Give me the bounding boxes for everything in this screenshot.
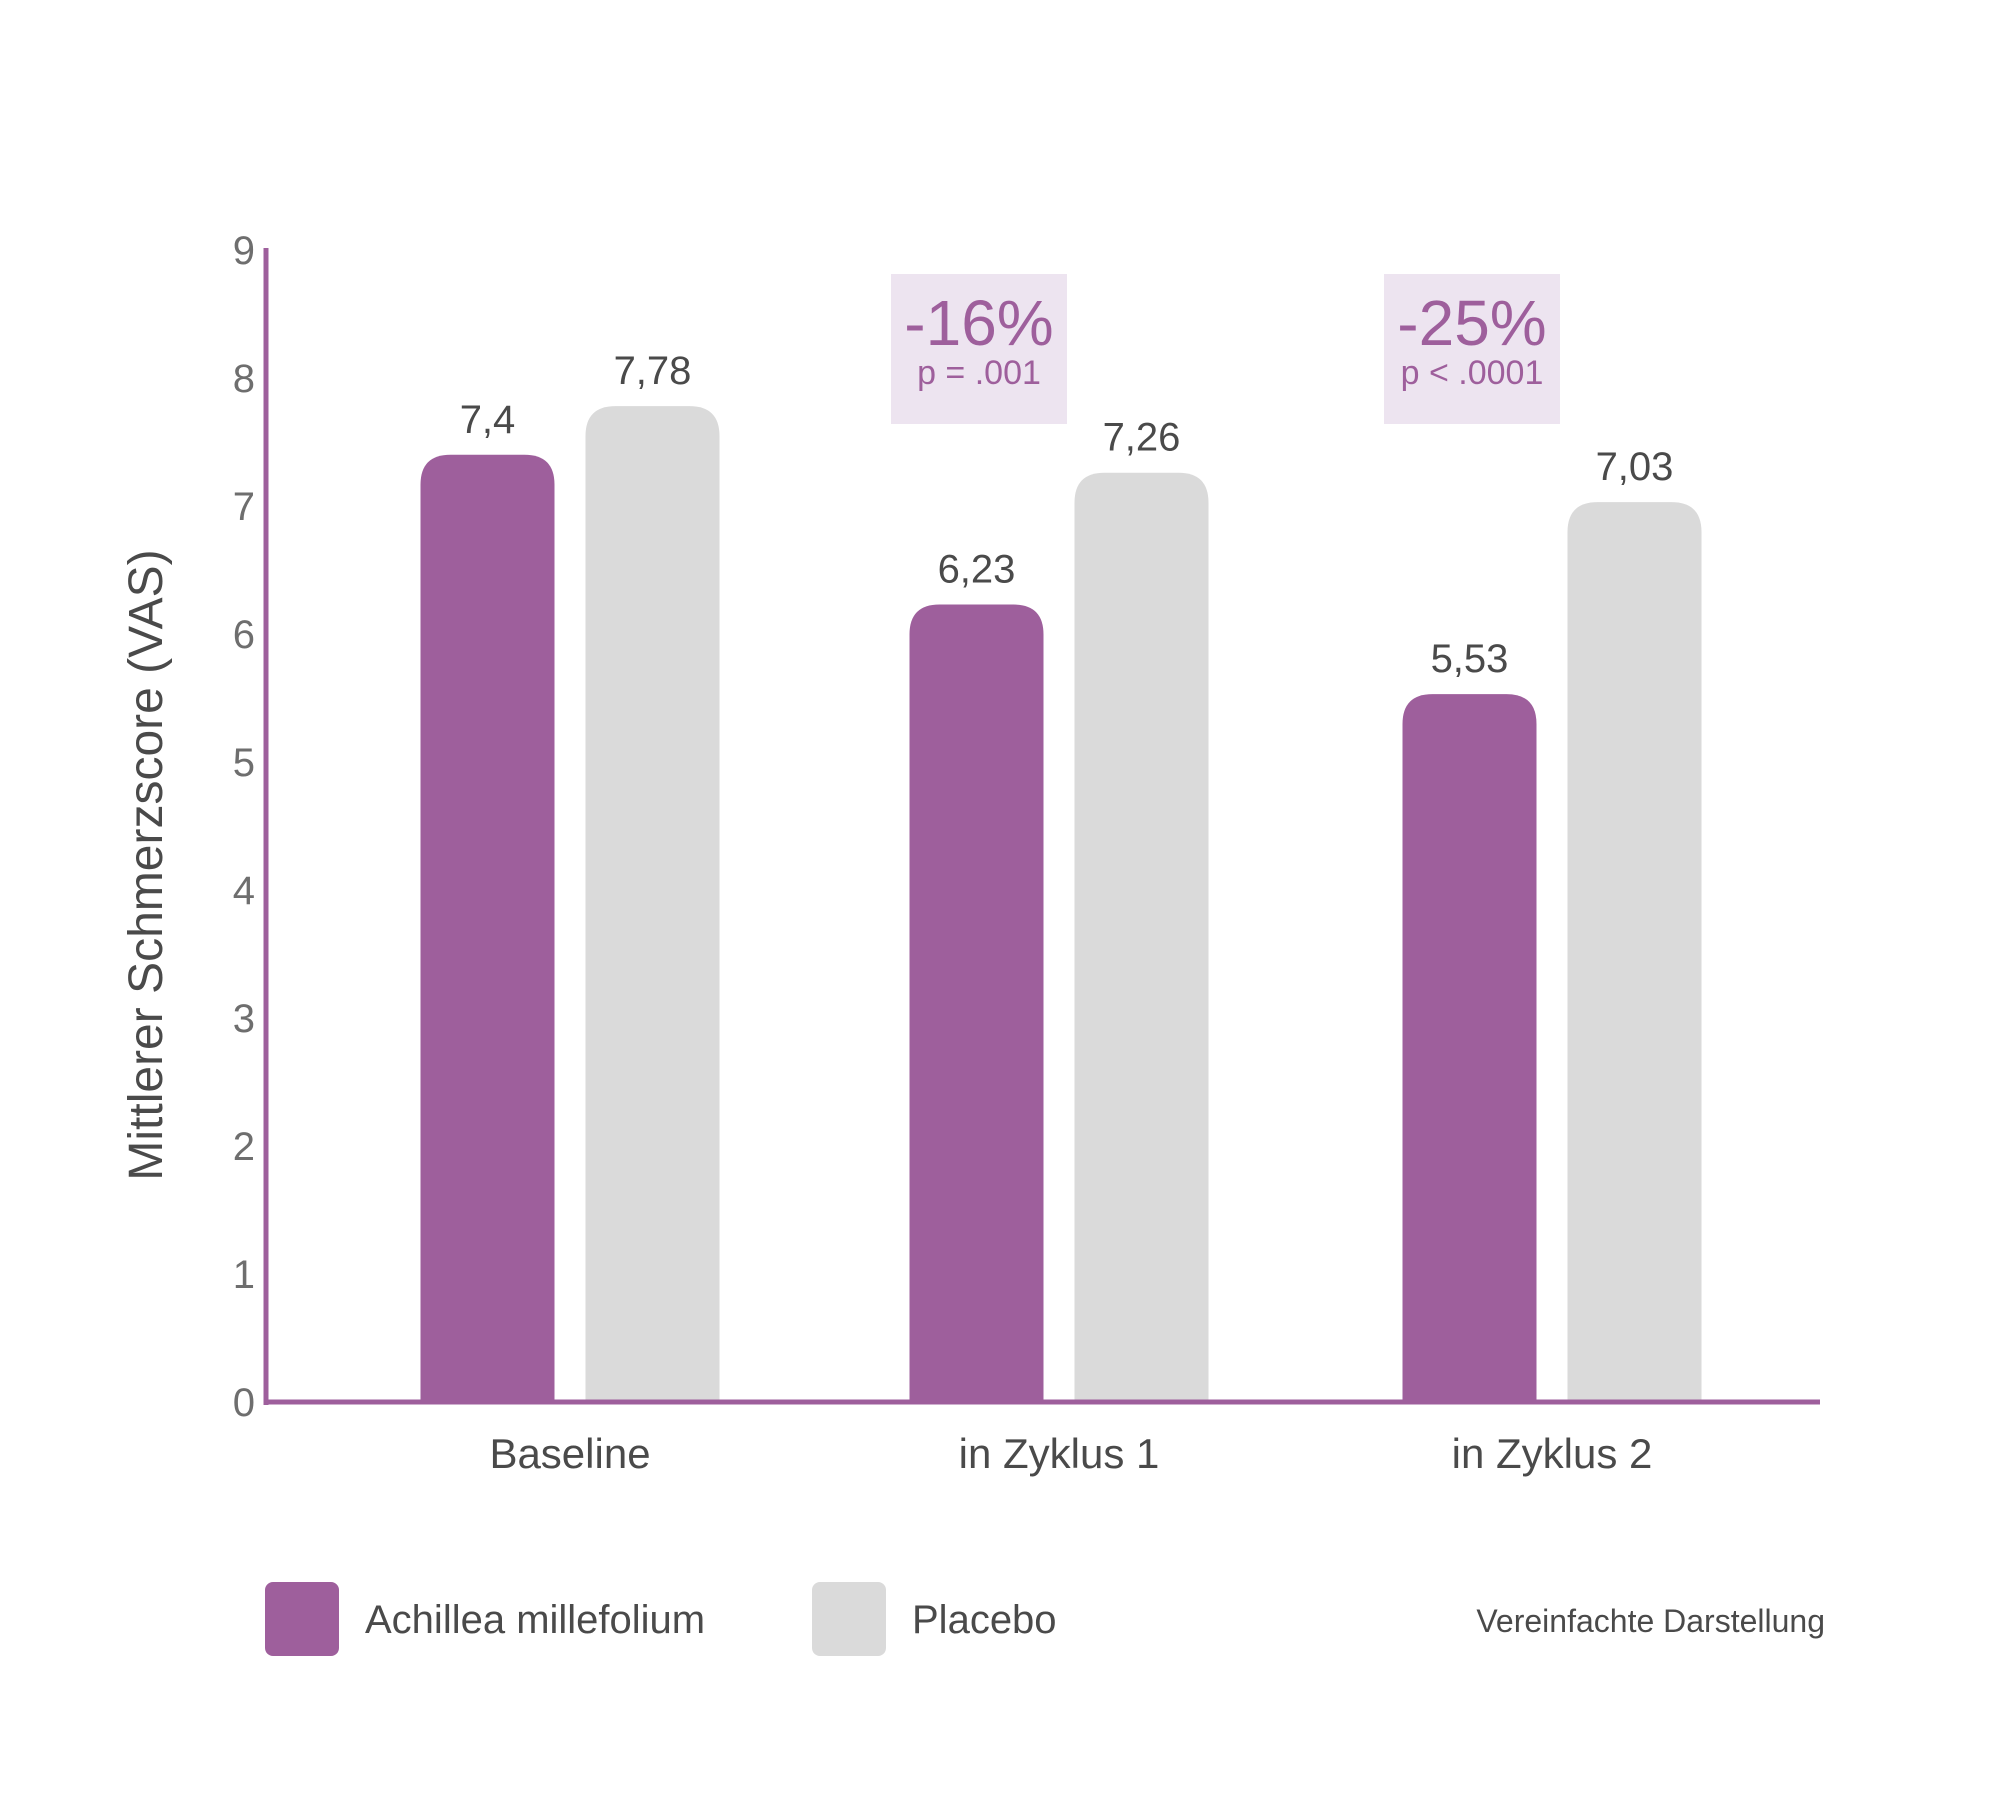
legend: Achillea millefolium Placebo	[265, 1582, 1057, 1656]
annotation-percent: -16%	[904, 287, 1053, 359]
y-tick-label: 8	[233, 357, 255, 401]
bar-placebo-3	[1567, 502, 1702, 1402]
bar-placebo-2	[1074, 472, 1209, 1403]
legend-item: Achillea millefolium	[265, 1582, 705, 1656]
legend-swatch	[812, 1582, 886, 1656]
bar-placebo-1	[585, 406, 720, 1402]
annotation-percent: -25%	[1397, 287, 1546, 359]
y-tick-label: 5	[233, 741, 255, 785]
value-labels: 7,4 7,78 6,23 7,26 5,53 7,03	[460, 349, 1674, 681]
legend-label: Placebo	[912, 1598, 1057, 1642]
bar-value-label: 5,53	[1431, 637, 1509, 681]
annotation-p-value: p = .001	[917, 354, 1041, 392]
legend-swatch	[265, 1582, 339, 1656]
bar-value-label: 6,23	[938, 548, 1016, 592]
simplified-display-note: Vereinfachte Darstellung	[1476, 1603, 1825, 1639]
bar-achillea-3	[1402, 694, 1537, 1402]
axes: Mittlerer Schmerzscore (VAS) Baseline in …	[120, 229, 1820, 1477]
legend-label: Achillea millefolium	[365, 1598, 705, 1642]
y-tick-label: 0	[233, 1381, 255, 1425]
bar-value-label: 7,4	[460, 398, 516, 442]
bar-value-label: 7,78	[614, 349, 692, 393]
annotation-box	[891, 274, 1067, 424]
y-tick-label: 4	[233, 869, 255, 913]
bar-achillea-1	[420, 454, 555, 1402]
reduction-annotation: -25%p < .0001	[1384, 274, 1560, 424]
y-tick-label: 1	[233, 1253, 255, 1297]
bar-value-label: 7,03	[1596, 445, 1674, 489]
annotations: -16%p = .001 -25%p < .0001	[891, 274, 1560, 424]
bars	[420, 406, 1702, 1403]
y-tick-label: 7	[233, 485, 255, 529]
y-tick-label: 3	[233, 997, 255, 1041]
y-axis-title: Mittlerer Schmerzscore (VAS)	[120, 549, 173, 1180]
annotation-box	[1384, 274, 1560, 424]
bar-value-label: 7,26	[1103, 416, 1181, 460]
y-tick-label: 9	[233, 229, 255, 273]
x-tick-label: in Zyklus 1	[959, 1430, 1160, 1477]
x-tick-label: Baseline	[489, 1430, 650, 1477]
x-tick-label: in Zyklus 2	[1452, 1430, 1653, 1477]
bar-achillea-2	[909, 604, 1044, 1402]
reduction-annotation: -16%p = .001	[891, 274, 1067, 424]
y-tick-label: 6	[233, 613, 255, 657]
legend-item: Placebo	[812, 1582, 1057, 1656]
annotation-p-value: p < .0001	[1401, 354, 1544, 392]
y-tick-label: 2	[233, 1125, 255, 1169]
